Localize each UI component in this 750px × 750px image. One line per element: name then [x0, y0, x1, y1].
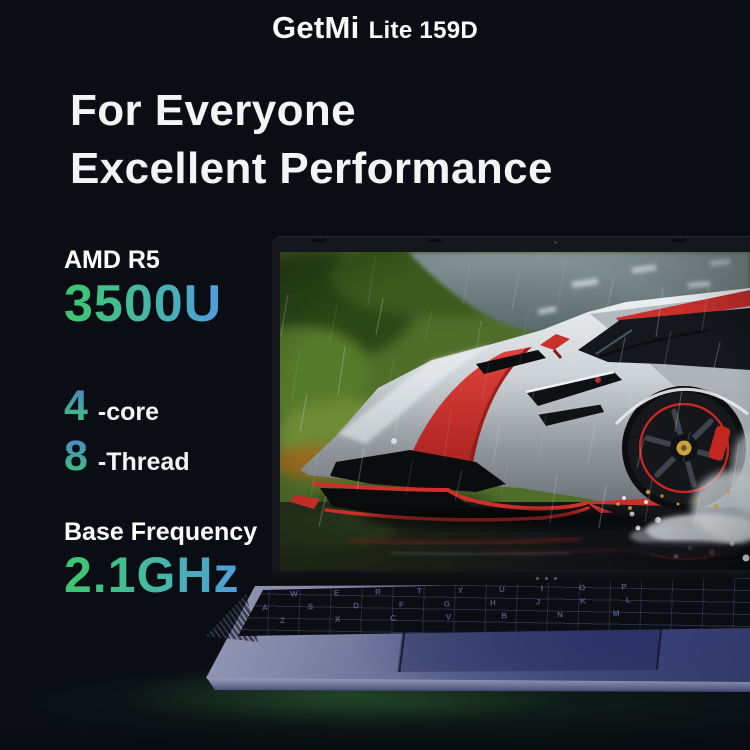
cores-value: 4: [64, 382, 88, 430]
bezel-bumper: [312, 239, 326, 242]
cores-suffix: -core: [97, 398, 160, 426]
bezel-bumper: [672, 239, 686, 242]
headline: For Everyone Excellent Performance: [70, 82, 553, 198]
threads-spec: 8 -Thread: [64, 432, 190, 481]
hinge-vent-dots: [536, 577, 557, 580]
model-name: Lite 159D: [368, 17, 479, 44]
cores-spec: 4 -core: [64, 382, 159, 431]
car-scene-image: [280, 252, 750, 570]
frequency-value: 2.1GHz: [64, 547, 240, 603]
threads-value: 8: [64, 432, 88, 480]
bottom-vignette: [0, 704, 750, 750]
laptop-screen: [280, 252, 750, 570]
cpu-label: AMD R5: [64, 246, 160, 274]
webcam-dot: [554, 241, 557, 244]
laptop-front-edge: [207, 678, 750, 692]
bezel-bumper: [428, 239, 442, 242]
headline-line1: For Everyone: [70, 86, 357, 135]
cpu-model: 3500U: [64, 275, 223, 333]
laptop-trackpad: [397, 629, 660, 672]
frequency-label: Base Frequency: [64, 518, 258, 546]
headline-line2: Excellent Performance: [70, 144, 553, 193]
brand-name: GetMi: [271, 10, 360, 45]
product-title: GetMi Lite 159D: [0, 10, 750, 46]
threads-suffix: -Thread: [97, 448, 190, 476]
